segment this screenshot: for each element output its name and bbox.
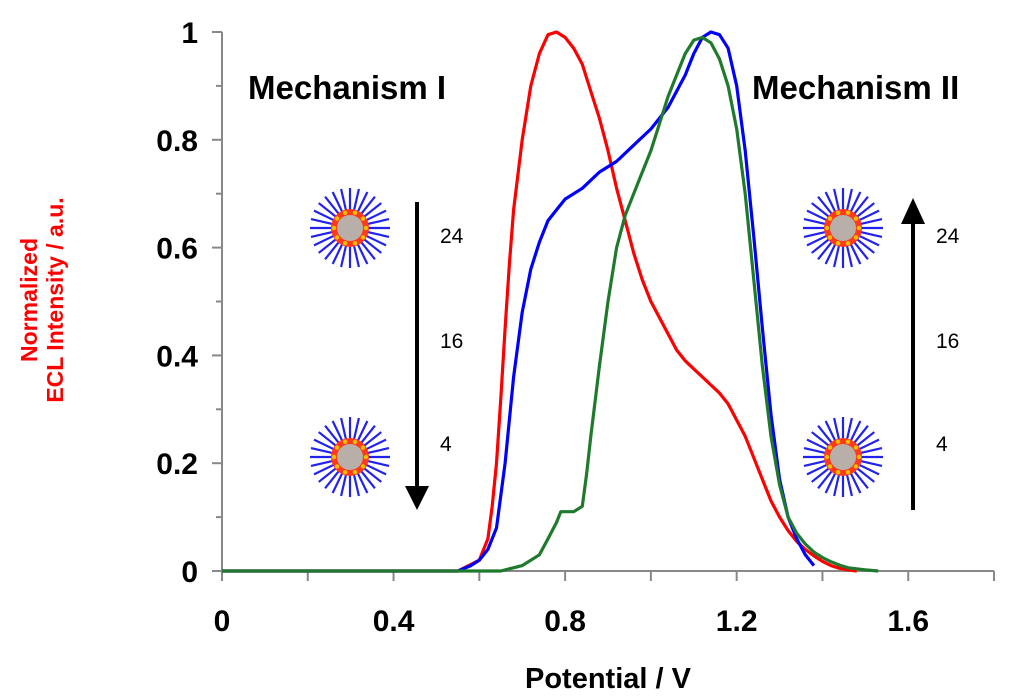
right-label-4: 4 xyxy=(936,433,948,456)
left-label-16: 16 xyxy=(440,330,463,353)
series-line-2 xyxy=(222,30,816,573)
up-arrow-head xyxy=(901,198,925,224)
y-tick-label: 1 xyxy=(181,17,198,50)
x-axis-title: Potential / V xyxy=(525,663,692,695)
mechanism-ii-label: Mechanism II xyxy=(752,69,959,106)
tick-labels: 0 0.2 0.4 0.6 0.8 1 0 0.4 0.8 1.2 1.6 xyxy=(156,17,929,638)
mechanism-i-label: Mechanism I xyxy=(248,69,446,106)
y-tick-label: 0.2 xyxy=(156,448,198,481)
y-tick-label: 0.6 xyxy=(156,233,198,266)
left-label-24: 24 xyxy=(440,225,464,248)
ticks xyxy=(212,31,995,581)
x-tick-label: 1.2 xyxy=(716,605,758,638)
series-line-3 xyxy=(222,35,879,573)
nanoparticle-icon xyxy=(310,417,390,497)
y-axis-title-line-2: ECL Intensity / a.u. xyxy=(42,197,68,402)
y-tick-label: 0 xyxy=(181,556,198,589)
y-axis-title-line-1: Normalized xyxy=(16,238,42,362)
x-tick-label: 1.6 xyxy=(887,605,929,638)
left-label-4: 4 xyxy=(440,433,452,456)
y-tick-label: 0.8 xyxy=(156,125,198,158)
y-tick-label: 0.4 xyxy=(156,340,198,373)
series-layer xyxy=(222,30,879,573)
down-arrow-head xyxy=(405,486,429,510)
nanoparticle-icon xyxy=(803,188,883,268)
x-tick-label: 0.8 xyxy=(544,605,586,638)
nanoparticle-icon xyxy=(803,417,883,497)
series-line-1 xyxy=(222,30,858,573)
right-label-24: 24 xyxy=(936,225,960,248)
x-tick-label: 0 xyxy=(214,605,231,638)
x-tick-label: 0.4 xyxy=(373,605,415,638)
nanoparticle-icon xyxy=(310,188,390,268)
right-label-16: 16 xyxy=(936,330,959,353)
